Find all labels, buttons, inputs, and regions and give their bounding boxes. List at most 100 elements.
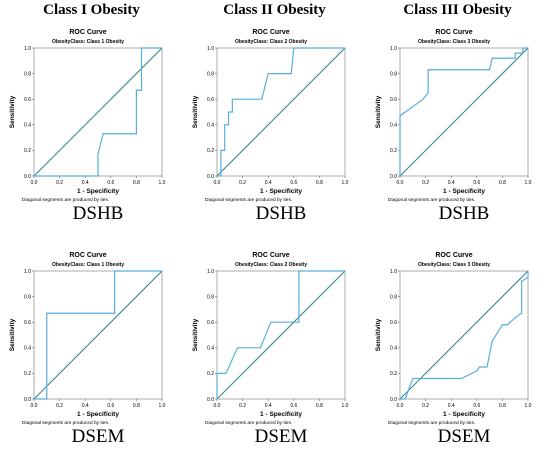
column-title-class-2: Class II Obesity: [223, 2, 326, 18]
roc-point: [522, 47, 524, 49]
roc-panel-class-1-dsem: ROC Curve ObesityClass: Class 1 Obesity 0.…: [0, 245, 183, 450]
roc-subtitle: ObesityClass: Class 1 Obesity: [52, 262, 124, 268]
roc-point: [427, 69, 429, 71]
roc-point: [344, 47, 346, 49]
roc-point: [228, 124, 230, 126]
method-label: DSHB: [255, 203, 307, 224]
roc-point: [491, 340, 493, 342]
roc-point: [501, 324, 503, 326]
roc-point: [270, 321, 272, 323]
y-tick-label: 0.8: [24, 294, 31, 300]
y-axis-label: Sensitivity: [9, 318, 16, 351]
y-tick-label: 0.4: [390, 123, 397, 129]
roc-point: [293, 47, 295, 49]
y-tick-label: 0.8: [390, 71, 397, 77]
y-tick-label: 1.0: [207, 46, 214, 52]
roc-point: [460, 378, 462, 380]
y-tick-label: 0.6: [207, 320, 214, 326]
roc-point: [514, 52, 516, 54]
roc-point: [161, 270, 163, 272]
roc-point: [486, 366, 488, 368]
method-label: DSEM: [254, 426, 308, 447]
roc-point: [225, 372, 227, 374]
y-tick-label: 0.4: [207, 346, 214, 352]
y-tick-label: 0.6: [24, 320, 31, 326]
roc-point: [161, 47, 163, 49]
x-tick-label: 0.2: [56, 180, 63, 186]
y-tick-label: 0.4: [24, 346, 31, 352]
roc-point: [527, 276, 529, 278]
roc-point: [521, 312, 523, 314]
y-tick-label: 0.2: [207, 371, 214, 377]
x-axis-label: 1 - Specificity: [260, 188, 302, 195]
roc-point: [75, 312, 77, 314]
x-tick-label: 0.0: [214, 180, 221, 186]
roc-subtitle: ObesityClass: Class 2 Obesity: [235, 262, 307, 268]
roc-point: [102, 133, 104, 135]
roc-title: ROC Curve: [435, 252, 472, 259]
y-tick-label: 1.0: [24, 46, 31, 52]
roc-point: [514, 57, 516, 59]
roc-curve: [34, 270, 162, 400]
x-tick-label: 0.6: [290, 180, 297, 186]
roc-subtitle: ObesityClass: Class 3 Obesity: [418, 39, 490, 45]
x-tick-label: 0.0: [31, 180, 38, 186]
roc-panel-class-3-dsem: ROC Curve ObesityClass: Class 3 Obesity 0.…: [366, 245, 549, 450]
x-tick-label: 0.8: [133, 403, 140, 409]
roc-chart-svg: ROC Curve ObesityClass: Class 2 Obesity 0.…: [192, 252, 349, 426]
method-label: DSHB: [72, 203, 124, 224]
roc-point: [399, 398, 401, 400]
roc-point: [489, 69, 491, 71]
roc-point: [216, 372, 218, 374]
x-axis-label: 1 - Specificity: [443, 188, 485, 195]
y-axis-label: Sensitivity: [375, 95, 382, 128]
roc-point: [114, 312, 116, 314]
y-tick-label: 0.0: [390, 174, 397, 180]
x-tick-label: 1.0: [525, 403, 532, 409]
y-axis-label: Sensitivity: [192, 95, 199, 128]
roc-point: [521, 280, 523, 282]
y-tick-label: 1.0: [390, 269, 397, 275]
roc-point: [46, 312, 48, 314]
x-tick-label: 0.8: [316, 403, 323, 409]
reference-diagonal: [33, 47, 163, 177]
x-tick-label: 0.2: [422, 180, 429, 186]
y-tick-label: 0.4: [390, 346, 397, 352]
y-tick-label: 0.2: [24, 148, 31, 154]
x-tick-label: 0.4: [265, 403, 272, 409]
y-axis-label: Sensitivity: [375, 318, 382, 351]
roc-point: [303, 47, 305, 49]
roc-point: [216, 175, 218, 177]
y-tick-label: 0.8: [207, 71, 214, 77]
roc-point: [412, 378, 414, 380]
reference-diagonal: [399, 270, 529, 400]
y-tick-label: 0.6: [207, 97, 214, 103]
roc-point: [517, 315, 519, 317]
y-tick-label: 0.0: [207, 397, 214, 403]
roc-point: [33, 175, 35, 177]
roc-panel-class-1-dshb: ROC Curve ObesityClass: Class 1 Obesity 0.…: [0, 22, 183, 227]
y-tick-label: 0.6: [390, 320, 397, 326]
roc-point: [216, 398, 218, 400]
x-tick-label: 0.8: [499, 180, 506, 186]
x-tick-label: 0.4: [82, 180, 89, 186]
footnote: Diagonal segments are produced by ties.: [388, 420, 475, 426]
x-tick-label: 1.0: [342, 180, 349, 186]
roc-point: [119, 270, 121, 272]
roc-point: [231, 111, 233, 113]
roc-point: [422, 98, 424, 100]
roc-subtitle: ObesityClass: Class 2 Obesity: [235, 39, 307, 45]
y-tick-label: 0.4: [207, 123, 214, 129]
roc-chart-svg: ROC Curve ObesityClass: Class 1 Obesity 0.…: [9, 252, 166, 426]
y-tick-label: 0.0: [24, 397, 31, 403]
method-label: DSEM: [437, 426, 491, 447]
roc-point: [507, 324, 509, 326]
reference-diagonal: [33, 270, 163, 400]
y-tick-label: 0.6: [390, 97, 397, 103]
x-tick-label: 0.4: [448, 180, 455, 186]
roc-point: [522, 52, 524, 54]
roc-point: [224, 124, 226, 126]
reference-diagonal: [216, 270, 346, 400]
y-tick-label: 0.8: [390, 294, 397, 300]
roc-point: [231, 98, 233, 100]
